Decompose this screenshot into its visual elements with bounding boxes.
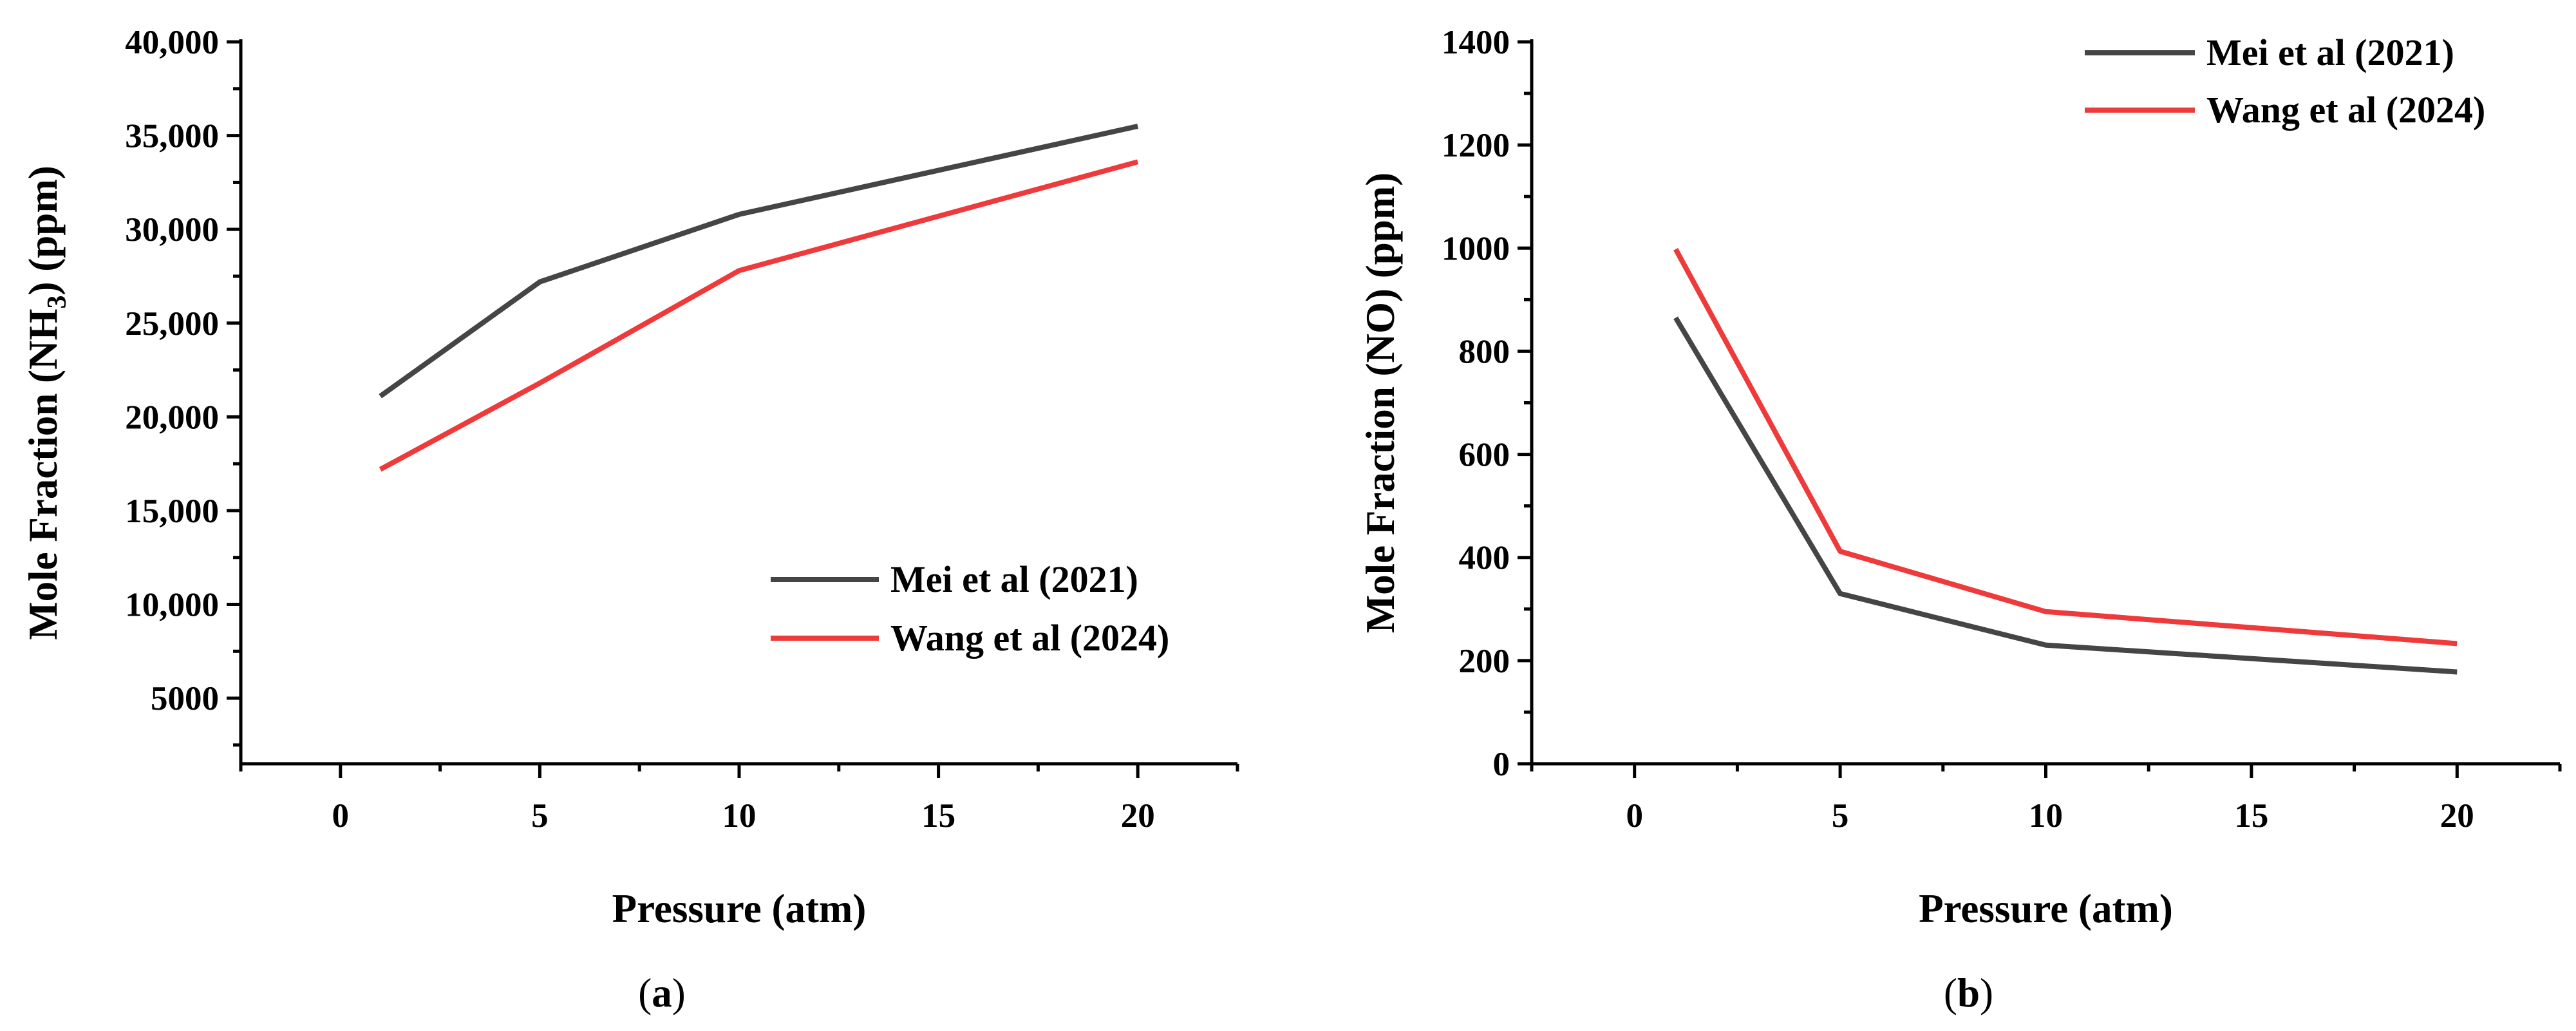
series-line-mei-2021 [379, 124, 1139, 399]
y-axis-title: Mole Fraction (NO) (ppm) [1358, 173, 1403, 634]
series-line-wang-2024 [379, 159, 1139, 472]
y-axis-title: Mole Fraction (NH3) (ppm) [21, 166, 72, 640]
x-axis-title: Pressure (atm) [612, 886, 867, 931]
y-tick-label: 15,000 [125, 493, 219, 530]
y-tick-label: 1200 [1442, 127, 1510, 164]
y-tick-label: 20,000 [125, 399, 219, 436]
y-tick-label: 200 [1459, 643, 1510, 680]
y-tick-label: 1400 [1442, 24, 1510, 61]
x-tick-label: 0 [332, 797, 350, 835]
x-tick-label: 20 [2440, 797, 2474, 835]
panel-a-chart: 0 5 10 15 20 5000 10,000 15,000 20,000 25,000 30,0… [21, 24, 1239, 1016]
x-tick-label: 5 [1832, 797, 1849, 835]
y-tick-label: 35,000 [125, 118, 219, 155]
x-tick-label: 10 [2029, 797, 2063, 835]
legend-label: Wang et al (2024) [890, 617, 1169, 659]
y-tick-label: 5000 [151, 680, 219, 717]
panel-label: (a) [638, 970, 685, 1016]
y-tick-label: 25,000 [125, 305, 219, 343]
y-tick-label: 40,000 [125, 24, 219, 61]
x-tick-label: 0 [1626, 797, 1643, 835]
y-tick-label: 0 [1493, 746, 1510, 783]
x-tick-label: 15 [921, 797, 955, 835]
series-line-mei-2021 [1673, 316, 2458, 675]
y-tick-label: 10,000 [125, 587, 219, 624]
y-tick-label: 1000 [1442, 230, 1510, 267]
legend-label: Wang et al (2024) [2206, 89, 2485, 131]
y-tick-label: 600 [1459, 437, 1510, 474]
panel-label: (b) [1944, 970, 1993, 1016]
y-tick-label: 400 [1459, 540, 1510, 577]
x-tick-label: 10 [722, 797, 757, 835]
x-tick-label: 15 [2234, 797, 2268, 835]
x-tick-label: 5 [531, 797, 549, 835]
y-tick-label: 800 [1459, 333, 1510, 370]
series-line-wang-2024 [1673, 247, 2458, 647]
x-axis-title: Pressure (atm) [1919, 886, 2173, 931]
legend-label: Mei et al (2021) [2206, 32, 2454, 73]
y-tick-label: 30,000 [125, 211, 219, 249]
legend-label: Mei et al (2021) [890, 558, 1138, 600]
x-tick-label: 20 [1121, 797, 1155, 835]
